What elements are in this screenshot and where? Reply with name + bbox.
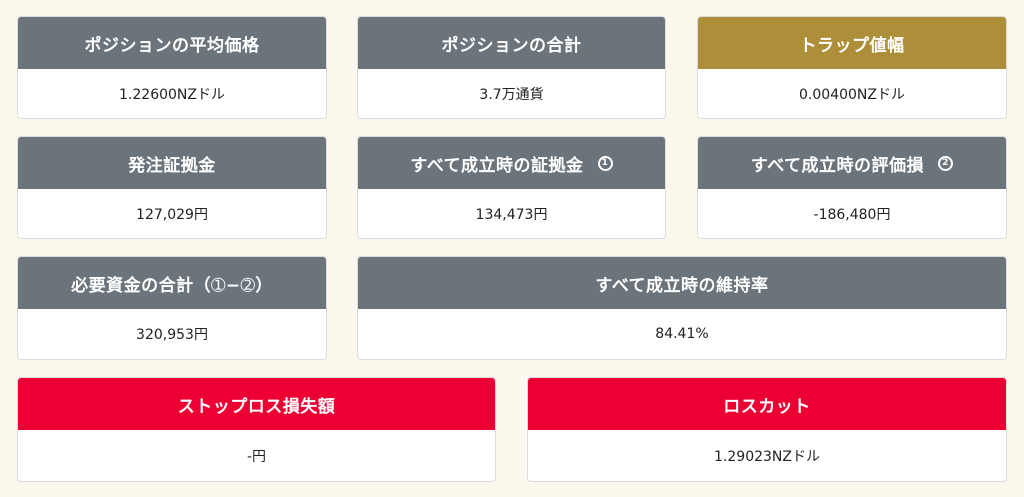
all-filled-maintenance-rate-title: すべて成立時の維持率 xyxy=(358,257,1006,309)
all-filled-margin-title: すべて成立時の証拠金 xyxy=(410,155,584,176)
marker-2-icon: 2 xyxy=(938,155,954,171)
all-filled-margin-card: すべて成立時の証拠金 1 134,473円 xyxy=(357,136,666,239)
all-filled-maintenance-rate-value: 84.41% xyxy=(655,326,709,342)
position-total-card: ポジションの合計 3.7万通貨 xyxy=(357,16,666,119)
stop-loss-amount-value: -円 xyxy=(246,448,267,465)
all-filled-valuation-loss-value: -186,480円 xyxy=(813,206,891,223)
order-margin-title: 発注証拠金 xyxy=(18,137,326,189)
avg-price-card: ポジションの平均価格 1.22600NZドル xyxy=(17,16,327,119)
required-funds-total-title: 必要資金の合計（➀−➁） xyxy=(18,257,326,309)
all-filled-valuation-loss-card: すべて成立時の評価損 2 -186,480円 xyxy=(697,136,1007,239)
trap-width-value: 0.00400NZドル xyxy=(799,86,905,103)
avg-price-value: 1.22600NZドル xyxy=(119,86,225,103)
trap-width-title: トラップ値幅 xyxy=(698,17,1006,69)
required-funds-total-card: 必要資金の合計（➀−➁） 320,953円 xyxy=(17,256,327,360)
stop-loss-amount-title: ストップロス損失額 xyxy=(18,378,495,430)
order-margin-value: 127,029円 xyxy=(136,206,208,223)
loss-cut-title: ロスカット xyxy=(528,378,1006,430)
stop-loss-amount-card: ストップロス損失額 -円 xyxy=(17,377,496,482)
loss-cut-value: 1.29023NZドル xyxy=(714,448,820,465)
all-filled-margin-header: すべて成立時の証拠金 1 xyxy=(358,137,665,189)
avg-price-title: ポジションの平均価格 xyxy=(18,17,326,69)
all-filled-valuation-loss-header: すべて成立時の評価損 2 xyxy=(698,137,1006,189)
order-margin-card: 発注証拠金 127,029円 xyxy=(17,136,327,239)
all-filled-maintenance-rate-card: すべて成立時の維持率 84.41% xyxy=(357,256,1007,360)
position-total-title: ポジションの合計 xyxy=(358,17,665,69)
all-filled-margin-value: 134,473円 xyxy=(475,206,548,223)
marker-1-icon: 1 xyxy=(597,155,613,171)
required-funds-total-value: 320,953円 xyxy=(136,327,208,343)
position-total-value: 3.7万通貨 xyxy=(479,86,544,103)
all-filled-valuation-loss-title: すべて成立時の評価損 xyxy=(750,155,925,176)
trap-width-card: トラップ値幅 0.00400NZドル xyxy=(697,16,1007,119)
loss-cut-card: ロスカット 1.29023NZドル xyxy=(527,377,1007,482)
